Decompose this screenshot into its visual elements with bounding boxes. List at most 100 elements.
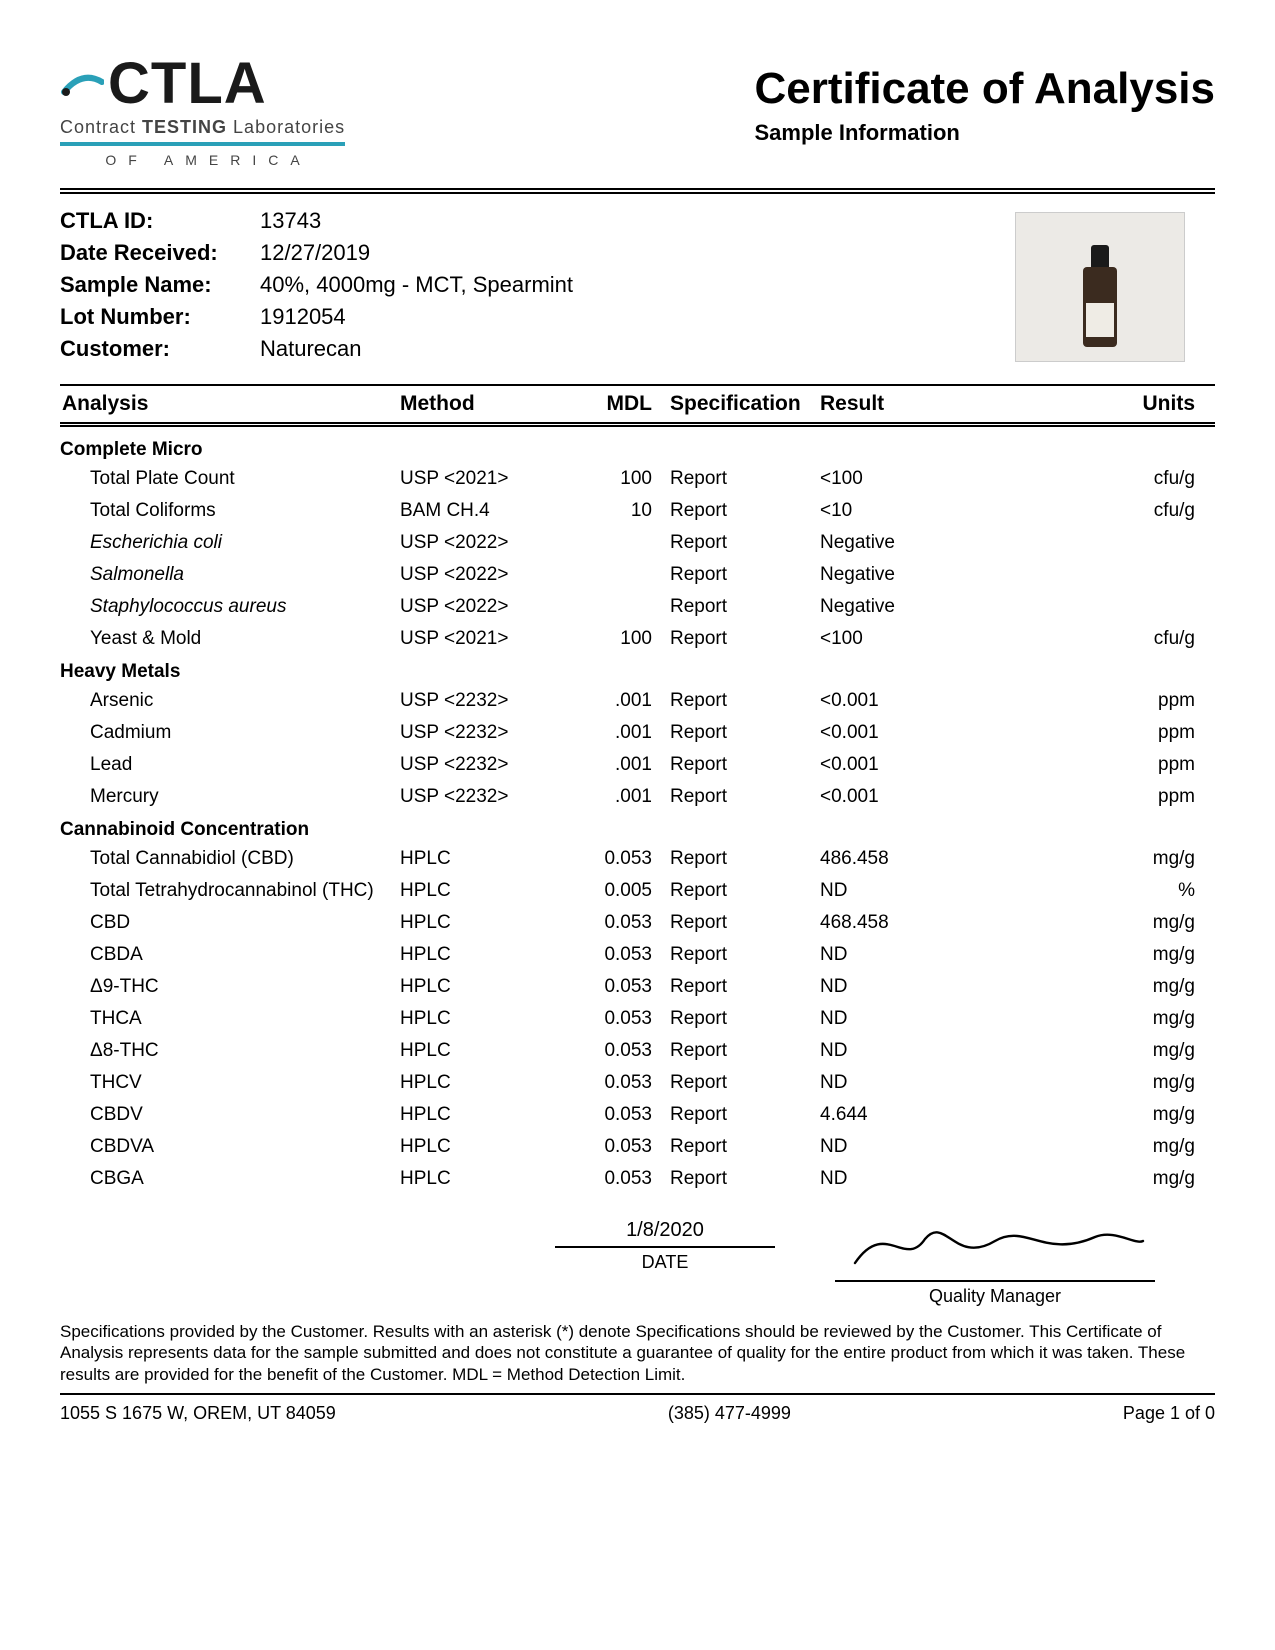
cell-spec: Report bbox=[660, 1104, 820, 1126]
cell-analysis: Arsenic bbox=[60, 690, 400, 712]
cell-mdl: 0.053 bbox=[570, 912, 660, 934]
sample-info: CTLA ID:13743 Date Received:12/27/2019 S… bbox=[60, 208, 1215, 368]
signature-role-label: Quality Manager bbox=[835, 1280, 1155, 1307]
cell-units: ppm bbox=[1000, 786, 1215, 808]
cell-spec: Report bbox=[660, 690, 820, 712]
cell-spec: Report bbox=[660, 596, 820, 618]
table-row: CBDVAHPLC0.053ReportNDmg/g bbox=[60, 1131, 1215, 1163]
cell-analysis: Δ9-THC bbox=[60, 976, 400, 998]
sample-thumbnail bbox=[1015, 212, 1185, 362]
cell-result: <0.001 bbox=[820, 690, 1000, 712]
cell-result: Negative bbox=[820, 596, 1000, 618]
section-heading: Heavy Metals bbox=[60, 655, 1215, 685]
analysis-head: Analysis Method MDL Specification Result… bbox=[60, 386, 1215, 422]
cell-spec: Report bbox=[660, 1136, 820, 1158]
lot-number-label: Lot Number: bbox=[60, 304, 260, 330]
ctla-id-label: CTLA ID: bbox=[60, 208, 260, 234]
sample-name-value: 40%, 4000mg - MCT, Spearmint bbox=[260, 272, 573, 298]
cell-units: mg/g bbox=[1000, 1008, 1215, 1030]
cell-analysis: THCA bbox=[60, 1008, 400, 1030]
cell-method: HPLC bbox=[400, 912, 570, 934]
double-rule-thin bbox=[60, 422, 1215, 427]
table-row: Staphylococcus aureusUSP <2022>ReportNeg… bbox=[60, 591, 1215, 623]
table-row: SalmonellaUSP <2022>ReportNegative bbox=[60, 559, 1215, 591]
cell-spec: Report bbox=[660, 1072, 820, 1094]
cell-method: USP <2021> bbox=[400, 468, 570, 490]
cell-units: ppm bbox=[1000, 690, 1215, 712]
cell-result: 4.644 bbox=[820, 1104, 1000, 1126]
bottle-icon bbox=[1083, 267, 1117, 347]
cell-mdl: .001 bbox=[570, 786, 660, 808]
table-row: Total Tetrahydrocannabinol (THC)HPLC0.00… bbox=[60, 875, 1215, 907]
table-row: Total Cannabidiol (CBD)HPLC0.053Report48… bbox=[60, 843, 1215, 875]
cell-result: ND bbox=[820, 1168, 1000, 1190]
double-rule bbox=[60, 188, 1215, 194]
table-row: Escherichia coliUSP <2022>ReportNegative bbox=[60, 527, 1215, 559]
certificate-title: Certificate of Analysis bbox=[754, 64, 1215, 114]
table-row: Δ9-THCHPLC0.053ReportNDmg/g bbox=[60, 971, 1215, 1003]
cell-analysis: Lead bbox=[60, 754, 400, 776]
footer-phone: (385) 477-4999 bbox=[668, 1403, 791, 1424]
cell-units: % bbox=[1000, 880, 1215, 902]
cell-spec: Report bbox=[660, 944, 820, 966]
table-row: THCAHPLC0.053ReportNDmg/g bbox=[60, 1003, 1215, 1035]
cell-mdl bbox=[570, 596, 660, 618]
cell-result: ND bbox=[820, 880, 1000, 902]
cell-result: <10 bbox=[820, 500, 1000, 522]
cell-spec: Report bbox=[660, 786, 820, 808]
cell-result: <100 bbox=[820, 628, 1000, 650]
cell-units: cfu/g bbox=[1000, 468, 1215, 490]
customer-label: Customer: bbox=[60, 336, 260, 362]
cell-analysis: Total Coliforms bbox=[60, 500, 400, 522]
table-row: CBGAHPLC0.053ReportNDmg/g bbox=[60, 1163, 1215, 1195]
cell-analysis: Yeast & Mold bbox=[60, 628, 400, 650]
title-block: Certificate of Analysis Sample Informati… bbox=[754, 40, 1215, 146]
cell-result: <0.001 bbox=[820, 722, 1000, 744]
date-received-value: 12/27/2019 bbox=[260, 240, 370, 266]
cell-mdl: 0.053 bbox=[570, 1040, 660, 1062]
cell-method: USP <2022> bbox=[400, 532, 570, 554]
cell-result: <100 bbox=[820, 468, 1000, 490]
table-row: MercuryUSP <2232>.001Report<0.001ppm bbox=[60, 781, 1215, 813]
table-row: LeadUSP <2232>.001Report<0.001ppm bbox=[60, 749, 1215, 781]
logo-sub1-pre: Contract bbox=[60, 117, 142, 137]
cell-units bbox=[1000, 564, 1215, 586]
cell-mdl: 0.005 bbox=[570, 880, 660, 902]
cell-analysis: Mercury bbox=[60, 786, 400, 808]
cell-method: USP <2232> bbox=[400, 722, 570, 744]
cell-units: cfu/g bbox=[1000, 500, 1215, 522]
table-row: Δ8-THCHPLC0.053ReportNDmg/g bbox=[60, 1035, 1215, 1067]
cell-analysis: Δ8-THC bbox=[60, 1040, 400, 1062]
cell-mdl: 10 bbox=[570, 500, 660, 522]
cell-result: ND bbox=[820, 944, 1000, 966]
cell-method: USP <2232> bbox=[400, 786, 570, 808]
cell-mdl: 0.053 bbox=[570, 976, 660, 998]
cell-analysis: Cadmium bbox=[60, 722, 400, 744]
cell-spec: Report bbox=[660, 722, 820, 744]
certificate-subtitle: Sample Information bbox=[754, 120, 1215, 146]
cell-method: BAM CH.4 bbox=[400, 500, 570, 522]
cell-mdl: .001 bbox=[570, 754, 660, 776]
cell-spec: Report bbox=[660, 880, 820, 902]
section-heading: Cannabinoid Concentration bbox=[60, 813, 1215, 843]
analysis-table: Analysis Method MDL Specification Result… bbox=[60, 386, 1215, 1195]
cell-method: HPLC bbox=[400, 848, 570, 870]
cell-method: HPLC bbox=[400, 1040, 570, 1062]
table-row: THCVHPLC0.053ReportNDmg/g bbox=[60, 1067, 1215, 1099]
cell-analysis: CBDVA bbox=[60, 1136, 400, 1158]
table-row: CadmiumUSP <2232>.001Report<0.001ppm bbox=[60, 717, 1215, 749]
cell-method: HPLC bbox=[400, 1104, 570, 1126]
cell-mdl: 0.053 bbox=[570, 944, 660, 966]
cell-method: HPLC bbox=[400, 944, 570, 966]
cell-units bbox=[1000, 596, 1215, 618]
cell-spec: Report bbox=[660, 532, 820, 554]
cell-mdl: 0.053 bbox=[570, 1136, 660, 1158]
cell-spec: Report bbox=[660, 628, 820, 650]
logo-sub1-bold: TESTING bbox=[142, 117, 227, 137]
table-row: CBDHPLC0.053Report468.458mg/g bbox=[60, 907, 1215, 939]
cell-units: mg/g bbox=[1000, 912, 1215, 934]
cell-analysis: Total Plate Count bbox=[60, 468, 400, 490]
cell-result: 486.458 bbox=[820, 848, 1000, 870]
cell-spec: Report bbox=[660, 848, 820, 870]
cell-units: mg/g bbox=[1000, 1072, 1215, 1094]
